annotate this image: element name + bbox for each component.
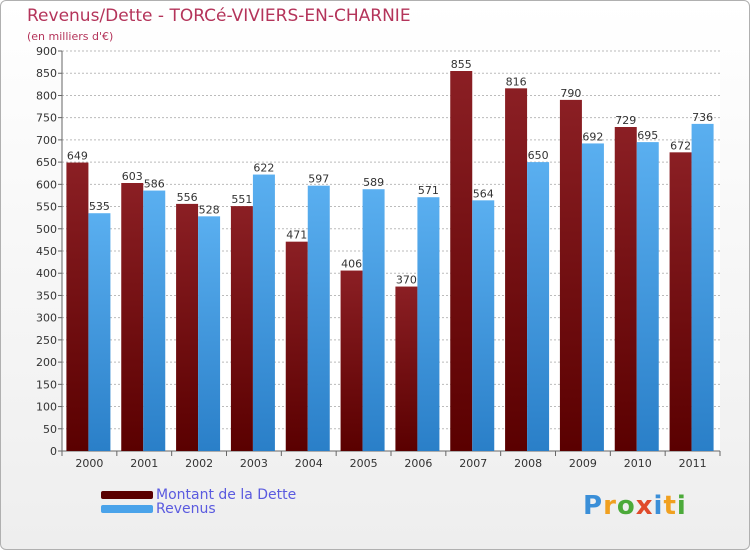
data-label-debt-2006: 370 (396, 274, 417, 287)
bar-debt-2005 (340, 270, 363, 451)
data-label-debt-2003: 551 (231, 193, 252, 206)
data-label-revenue-2003: 622 (253, 162, 274, 175)
legend-swatch-debt (101, 491, 153, 499)
bar-revenue-2008 (527, 162, 550, 451)
logo-letter: r (603, 491, 617, 521)
y-tick-label: 400 (36, 267, 57, 280)
legend-item-revenue: Revenus (101, 501, 216, 517)
bar-revenue-2006 (417, 197, 440, 451)
x-tick-label: 2011 (679, 457, 707, 470)
data-label-revenue-2010: 695 (637, 129, 658, 142)
bar-revenue-2001 (143, 190, 166, 452)
x-tick-label: 2001 (130, 457, 158, 470)
data-label-debt-2010: 729 (615, 114, 636, 127)
y-tick-label: 750 (36, 112, 57, 125)
y-tick-label: 450 (36, 245, 57, 258)
y-tick-label: 550 (36, 201, 57, 214)
x-tick-label: 2009 (569, 457, 597, 470)
data-label-debt-2002: 556 (177, 191, 198, 204)
y-tick-label: 150 (36, 378, 57, 391)
y-tick-label: 300 (36, 312, 57, 325)
legend-label-revenue: Revenus (156, 501, 216, 517)
bar-debt-2003 (230, 206, 253, 451)
logo-letter: t (663, 491, 677, 521)
y-tick-label: 900 (36, 45, 57, 58)
data-label-debt-2004: 471 (286, 229, 307, 242)
x-tick-label: 2003 (240, 457, 268, 470)
y-tick-label: 200 (36, 356, 57, 369)
bar-revenue-2005 (362, 189, 385, 451)
y-tick-label: 700 (36, 134, 57, 147)
x-tick-label: 2005 (350, 457, 378, 470)
bar-revenue-2011 (691, 123, 714, 451)
x-tick-label: 2008 (514, 457, 542, 470)
data-label-revenue-2008: 650 (528, 149, 549, 162)
legend-swatch-revenue (101, 505, 153, 513)
y-tick-label: 350 (36, 289, 57, 302)
data-label-debt-2007: 855 (451, 58, 472, 71)
bar-debt-2011 (669, 152, 692, 452)
data-label-debt-2000: 649 (67, 150, 88, 163)
y-tick-label: 650 (36, 156, 57, 169)
data-label-debt-2005: 406 (341, 258, 362, 271)
logo-letter: i (653, 491, 664, 521)
data-label-debt-2008: 816 (506, 75, 527, 88)
x-tick-label: 2002 (185, 457, 213, 470)
data-label-debt-2009: 790 (560, 87, 581, 100)
data-label-debt-2001: 603 (122, 170, 143, 183)
bar-debt-2001 (121, 183, 144, 451)
y-tick-label: 100 (36, 401, 57, 414)
data-label-debt-2011: 672 (670, 139, 691, 152)
x-tick-label: 2010 (624, 457, 652, 470)
y-tick-label: 800 (36, 89, 57, 102)
y-tick-label: 0 (50, 445, 57, 458)
bar-debt-2000 (66, 162, 89, 452)
y-tick-label: 500 (36, 223, 57, 236)
bar-debt-2006 (395, 286, 418, 451)
bar-debt-2004 (285, 241, 308, 451)
data-label-revenue-2001: 586 (144, 178, 165, 191)
bar-revenue-2010 (636, 142, 659, 451)
bar-debt-2009 (559, 99, 582, 451)
data-label-revenue-2005: 589 (363, 176, 384, 189)
data-label-revenue-2002: 528 (199, 203, 220, 216)
bar-revenue-2002 (198, 216, 221, 451)
chart-title: Revenus/Dette - TORCé-VIVIERS-EN-CHARNIE (27, 6, 411, 26)
x-tick-label: 2006 (404, 457, 432, 470)
bar-revenue-2003 (252, 174, 275, 452)
y-tick-label: 250 (36, 334, 57, 347)
data-label-revenue-2006: 571 (418, 184, 439, 197)
bar-revenue-2009 (581, 143, 604, 451)
y-tick-label: 850 (36, 67, 57, 80)
chart-subtitle: (en milliers d'€) (27, 30, 114, 43)
data-label-revenue-2007: 564 (473, 187, 494, 200)
x-tick-label: 2007 (459, 457, 487, 470)
bar-debt-2007 (450, 71, 473, 451)
logo-letter: o (616, 491, 636, 521)
proxiti-logo: Proxiti (583, 491, 687, 521)
bar-debt-2010 (614, 127, 637, 451)
legend-label-debt: Montant de la Dette (156, 487, 297, 503)
x-tick-label: 2000 (75, 457, 103, 470)
data-label-revenue-2004: 597 (308, 173, 329, 186)
bar-revenue-2000 (88, 213, 111, 451)
x-tick-label: 2004 (295, 457, 323, 470)
data-label-revenue-2000: 535 (89, 200, 110, 213)
legend-item-debt: Montant de la Dette (101, 487, 296, 503)
bar-revenue-2007 (472, 200, 495, 451)
logo-letter: i (676, 491, 687, 521)
bar-revenue-2004 (307, 185, 330, 451)
bar-debt-2008 (505, 88, 528, 451)
data-label-revenue-2009: 692 (582, 130, 603, 143)
y-tick-label: 50 (43, 423, 57, 436)
logo-letter: x (635, 491, 654, 521)
y-tick-label: 600 (36, 178, 57, 191)
bar-debt-2002 (176, 203, 199, 451)
logo-letter: P (583, 491, 604, 521)
data-label-revenue-2011: 736 (692, 111, 713, 124)
